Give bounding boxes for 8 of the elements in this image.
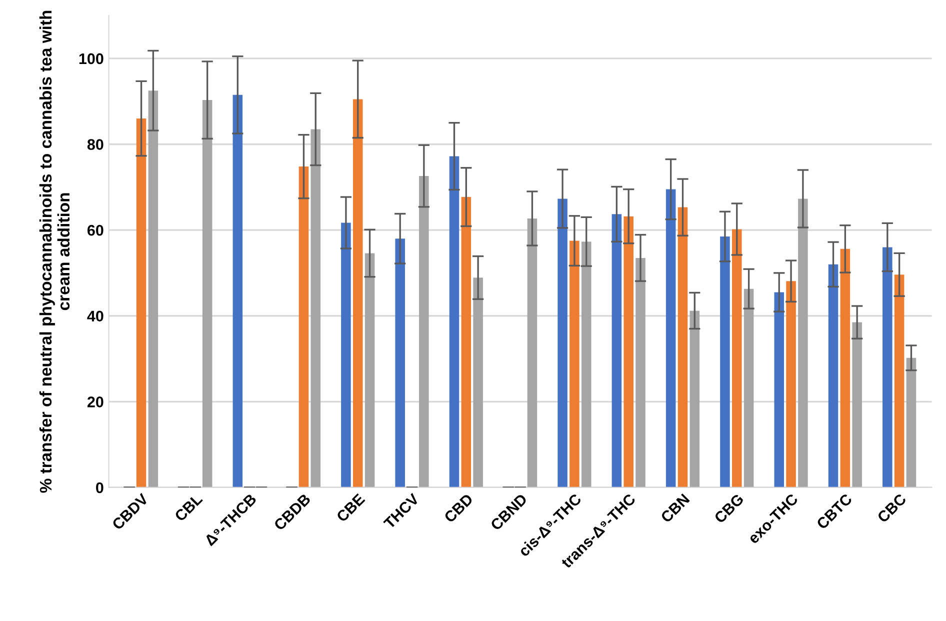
y-tick-label: 0 <box>96 482 104 494</box>
y-tick-label: 100 <box>79 53 104 64</box>
y-tick-label: 20 <box>87 396 104 408</box>
y-axis-title: % transfer of neutral phytocannabinoids to cannabis tea with cream addition <box>39 10 70 493</box>
x-tick-label: CBL <box>174 492 204 522</box>
y-tick-label: 40 <box>87 310 104 322</box>
y-tick-label: 60 <box>87 224 104 236</box>
y-tick-label: 80 <box>87 139 104 150</box>
